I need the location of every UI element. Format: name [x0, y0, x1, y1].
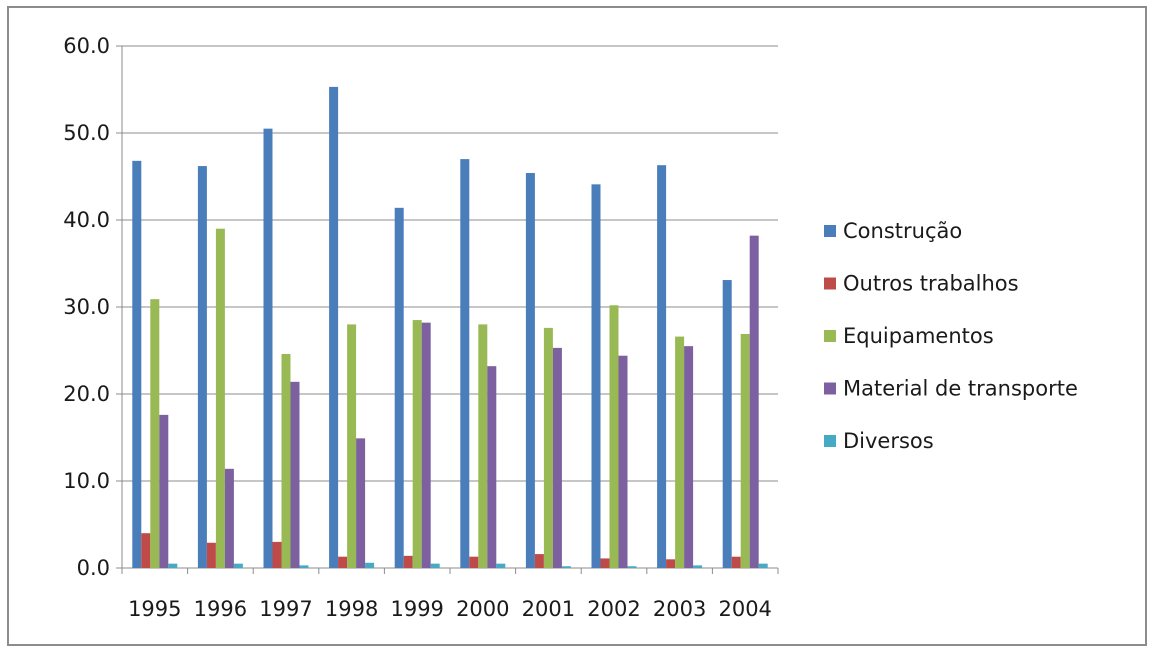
bar-outros-trabalhos-2004	[731, 556, 741, 568]
y-tick-label: 0.0	[77, 556, 110, 580]
bar-equipamentos-2000	[478, 324, 488, 568]
legend-swatch	[824, 330, 836, 342]
x-tick-label: 1996	[194, 597, 247, 621]
bar-material-de-transporte-2003	[684, 346, 694, 568]
bar-constru-o-2002	[591, 184, 601, 568]
bar-material-de-transporte-2000	[487, 366, 497, 568]
bar-equipamentos-2004	[740, 333, 750, 568]
bar-constru-o-1997	[263, 128, 273, 568]
bar-diversos-1998	[365, 562, 375, 568]
x-tick-label: 1997	[259, 597, 312, 621]
bar-equipamentos-1998	[347, 324, 357, 568]
bar-outros-trabalhos-2003	[666, 559, 676, 568]
bar-equipamentos-1995	[150, 299, 160, 568]
bar-material-de-transporte-2002	[618, 355, 628, 568]
bar-diversos-2003	[693, 565, 703, 568]
bar-material-de-transporte-1996	[224, 468, 234, 568]
bar-diversos-1997	[299, 565, 309, 568]
legend-swatch	[824, 277, 836, 290]
bar-material-de-transporte-1998	[356, 438, 366, 568]
bar-material-de-transporte-1995	[159, 414, 169, 568]
bar-outros-trabalhos-1999	[403, 555, 413, 568]
chart-frame: 0.0 10.0 20.0 30.0 40.0 50.0 60.0 1995 1996 1997…	[7, 6, 1147, 646]
x-tick-label: 2003	[653, 597, 706, 621]
bar-material-de-transporte-1999	[421, 322, 431, 568]
bar-outros-trabalhos-2000	[469, 556, 479, 568]
bar-constru-o-2001	[525, 173, 535, 568]
y-tick-label: 60.0	[63, 34, 110, 58]
bar-constru-o-1996	[197, 166, 207, 568]
bar-material-de-transporte-2001	[552, 347, 562, 568]
legend-label: Diversos	[843, 429, 934, 453]
bar-material-de-transporte-2004	[749, 235, 759, 568]
legend-label: Outros trabalhos	[843, 272, 1019, 296]
bar-equipamentos-2002	[609, 305, 619, 568]
y-tick-label: 10.0	[63, 469, 110, 493]
bar-outros-trabalhos-1998	[338, 556, 348, 568]
legend-label: Construção	[843, 219, 962, 243]
bar-constru-o-2004	[722, 280, 732, 568]
x-tick-labels: 1995 1996 1997 1998 1999 2000 2001 2002 2003 2004	[128, 597, 772, 621]
bar-equipamentos-2001	[543, 327, 553, 568]
bar-constru-o-1998	[329, 86, 339, 568]
bar-diversos-2000	[496, 563, 506, 568]
bar-diversos-2002	[627, 566, 637, 568]
bar-diversos-1996	[233, 563, 243, 568]
bar-outros-trabalhos-1996	[206, 542, 216, 568]
x-tick-label: 2000	[456, 597, 509, 621]
x-tick-label: 1995	[128, 597, 181, 621]
bar-diversos-1995	[168, 563, 178, 568]
y-tick-labels: 0.0 10.0 20.0 30.0 40.0 50.0 60.0	[63, 34, 110, 580]
bar-constru-o-1995	[132, 160, 142, 568]
bar-constru-o-2000	[460, 159, 470, 568]
bar-equipamentos-1999	[412, 320, 422, 568]
bar-constru-o-2003	[657, 165, 667, 568]
x-tick-label: 2002	[587, 597, 640, 621]
bar-constru-o-1999	[394, 207, 404, 568]
legend-swatch	[824, 225, 836, 237]
x-tick-label: 2001	[522, 597, 575, 621]
legend: Construção Outros trabalhos Equipamentos Ma…	[824, 219, 1078, 453]
legend-label: Material de transporte	[843, 377, 1078, 401]
bar-chart: 0.0 10.0 20.0 30.0 40.0 50.0 60.0 1995 1996 1997…	[63, 34, 1078, 621]
y-tick-label: 20.0	[63, 382, 110, 406]
legend-label: Equipamentos	[843, 324, 994, 348]
bar-material-de-transporte-1997	[290, 381, 300, 568]
x-tick-label: 1999	[390, 597, 443, 621]
bars	[132, 86, 768, 568]
bar-outros-trabalhos-1995	[141, 533, 151, 568]
bar-outros-trabalhos-2001	[534, 554, 544, 568]
y-tick-label: 30.0	[63, 295, 110, 319]
x-tick-label: 2004	[718, 597, 771, 621]
bar-outros-trabalhos-1997	[272, 541, 282, 568]
bar-equipamentos-1997	[281, 353, 291, 568]
bar-equipamentos-1996	[215, 228, 225, 568]
y-tick-label: 50.0	[63, 121, 110, 145]
bar-diversos-1999	[430, 563, 440, 568]
legend-swatch	[824, 382, 836, 395]
bar-outros-trabalhos-2002	[600, 558, 610, 568]
x-tick-label: 1998	[325, 597, 378, 621]
gridlines	[116, 45, 778, 482]
bar-equipamentos-2003	[675, 336, 685, 568]
bar-diversos-2001	[561, 566, 571, 568]
y-tick-label: 40.0	[63, 208, 110, 232]
legend-swatch	[824, 435, 836, 447]
bar-diversos-2004	[758, 563, 768, 568]
